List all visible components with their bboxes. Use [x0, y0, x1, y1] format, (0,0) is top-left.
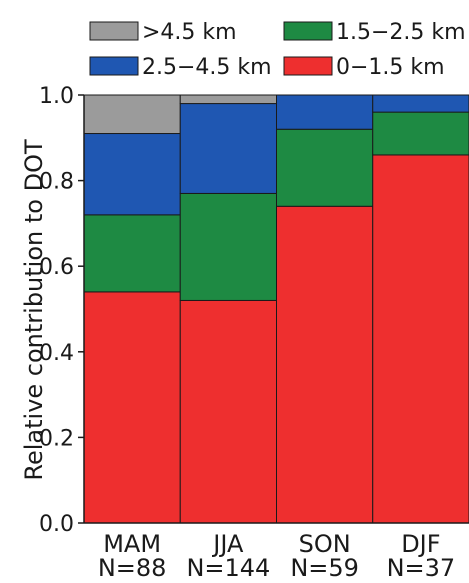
bar-segment-son-2 — [276, 94, 374, 130]
x-tick-label: MAM — [103, 530, 161, 558]
legend-swatch — [283, 56, 333, 76]
legend-label: 0−1.5 km — [336, 55, 445, 80]
legend-swatch — [89, 21, 139, 41]
bar-segment-mam-3 — [83, 94, 181, 135]
x-tick-count: N=37 — [387, 554, 456, 579]
bar-segment-mam-2 — [83, 133, 181, 216]
bar-segment-jja-2 — [179, 103, 277, 194]
y-tick-label: 0.8 — [39, 170, 74, 195]
legend-label: 1.5−2.5 km — [336, 20, 466, 45]
bar-segment-djf-1 — [372, 111, 469, 156]
legend-swatch — [89, 56, 139, 76]
x-tick-label: SON — [299, 530, 351, 558]
legend-swatch — [283, 21, 333, 41]
x-tick-count: N=59 — [290, 554, 359, 579]
bar-segment-son-0 — [276, 205, 374, 524]
legend: >4.5 km 1.5−2.5 km 2.5−4.5 km 0−1.5 km — [89, 20, 466, 80]
bar-segment-djf-2 — [372, 94, 469, 113]
y-tick-label: 0.2 — [39, 426, 74, 451]
y-axis-label: Relative contribution to DOT — [20, 139, 48, 481]
x-tick-label: DJF — [401, 530, 440, 558]
y-tick-label: 1.0 — [39, 84, 74, 109]
bar-segment-jja-1 — [179, 192, 277, 301]
bar-segment-mam-0 — [83, 291, 181, 524]
y-tick-label: 0.0 — [39, 512, 74, 537]
y-tick-label: 0.6 — [39, 255, 74, 280]
bar-segment-son-1 — [276, 128, 374, 207]
x-tick-count: N=88 — [98, 554, 167, 579]
bar-segment-jja-3 — [179, 94, 277, 105]
legend-label: 2.5−4.5 km — [142, 55, 272, 80]
legend-label: >4.5 km — [142, 20, 237, 45]
bar-segment-jja-0 — [179, 299, 277, 524]
bars-layer — [83, 94, 469, 524]
y-tick-label: 0.4 — [39, 341, 74, 366]
bar-segment-mam-1 — [83, 214, 181, 293]
x-tick-label: JJA — [211, 530, 244, 558]
bar-segment-djf-0 — [372, 154, 469, 524]
x-tick-count: N=144 — [186, 554, 270, 579]
